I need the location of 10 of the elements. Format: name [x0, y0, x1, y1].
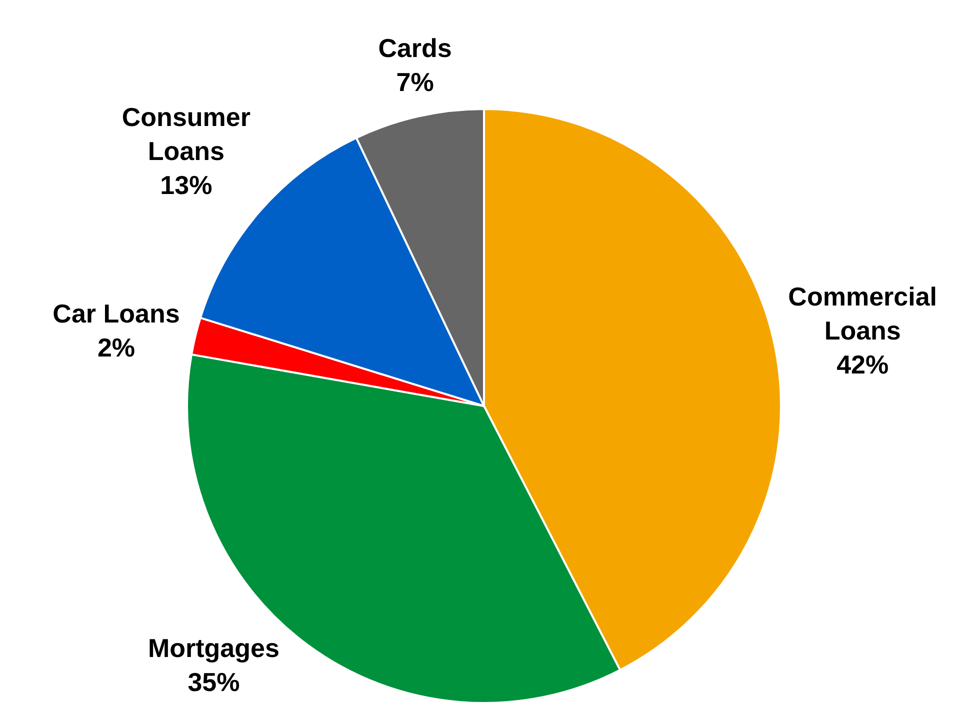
data-label: 35%	[188, 667, 240, 698]
slice-label: Mortgages	[148, 633, 280, 664]
slice-label: Cards	[378, 32, 452, 63]
data-label: 42%	[836, 349, 889, 380]
slice-label: Car Loans	[52, 298, 180, 328]
data-label: 2%	[97, 332, 136, 362]
slice-label: Commercial Loans	[788, 281, 938, 346]
data-label: 7%	[396, 66, 434, 97]
data-label: 13%	[160, 170, 212, 200]
slice-label: Consumer Loans	[122, 102, 250, 166]
